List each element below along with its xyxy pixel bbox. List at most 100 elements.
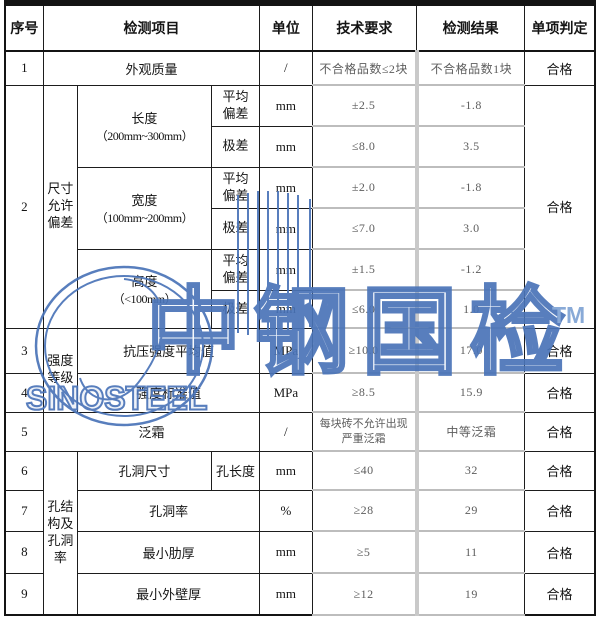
req-cell: ≥8.5 bbox=[311, 372, 419, 413]
item-strength-standard: 强度标准值 bbox=[76, 372, 261, 413]
header-no: 序号 bbox=[4, 2, 44, 52]
table-row: 3 强度等级 抗压强度平均值 MPa ≥10.0 17.0 合格 bbox=[4, 327, 596, 413]
req-cell: ≤6.0 bbox=[311, 289, 419, 329]
item-height: 高度 （<100mm） bbox=[76, 248, 212, 329]
unit-cell: mm bbox=[259, 125, 313, 168]
judge-cell: 合格 bbox=[523, 530, 596, 574]
row-no: 8 bbox=[4, 530, 44, 574]
table-row: 宽度 （100mm~200mm） 平均偏差 mm ±2.0 -1.8 bbox=[5, 166, 595, 250]
judge-cell: 合格 bbox=[523, 411, 596, 452]
sub-cell: 平均偏差 bbox=[210, 248, 261, 291]
item-width-range: （100mm~200mm） bbox=[95, 211, 194, 225]
judge-cell: 合格 bbox=[523, 489, 596, 532]
unit-cell: mm bbox=[259, 207, 313, 250]
unit-cell: mm bbox=[259, 530, 313, 574]
req-cell: ≤8.0 bbox=[311, 125, 419, 168]
unit-cell: mm bbox=[259, 166, 313, 209]
row-no: 7 bbox=[4, 489, 44, 532]
result-cell: 19 bbox=[414, 572, 525, 616]
item-hole-size: 孔洞尺寸 bbox=[76, 450, 212, 491]
judge-cell: 合格 bbox=[523, 572, 596, 616]
item-width-label: 宽度 bbox=[131, 193, 158, 208]
item-length-label: 长度 bbox=[131, 111, 158, 126]
sub-cell: 极差 bbox=[210, 207, 261, 250]
table-row: 极差 mm ≤7.0 3.0 bbox=[5, 207, 595, 250]
table-row: 8 最小肋厚 mm ≥5 11 合格 bbox=[4, 530, 596, 574]
result-cell: 29 bbox=[414, 489, 525, 532]
result-cell: 不合格品数1块 bbox=[414, 50, 525, 86]
item-min-outer-wall: 最小外壁厚 bbox=[76, 572, 261, 616]
table-row: 6 孔结构及孔洞率 孔洞尺寸 孔长度 mm ≤40 32 合格 bbox=[4, 450, 596, 616]
result-cell: 17.0 bbox=[414, 327, 525, 374]
judge-cell: 合格 bbox=[523, 84, 596, 329]
item-min-rib-thickness: 最小肋厚 bbox=[76, 530, 261, 574]
req-cell: ≥5 bbox=[311, 530, 419, 574]
header-result: 检测结果 bbox=[416, 2, 525, 52]
item-appearance: 外观质量 bbox=[42, 50, 261, 86]
unit-cell: mm bbox=[259, 289, 313, 329]
item-compressive-mean: 抗压强度平均值 bbox=[76, 327, 261, 374]
unit-cell: % bbox=[259, 489, 313, 532]
row-no: 2 bbox=[4, 84, 44, 329]
table-header-row: 序号 检测项目 单位 技术要求 检测结果 单项判定 bbox=[4, 2, 596, 52]
unit-cell: mm bbox=[259, 84, 313, 127]
table-row: 极差 mm ≤8.0 3.5 bbox=[5, 125, 595, 168]
result-cell: 1.0 bbox=[414, 289, 525, 329]
req-cell: ≥28 bbox=[311, 489, 419, 532]
group-dimension-deviation: 尺寸允许偏差 bbox=[42, 84, 78, 329]
table-row: 2 尺寸允许偏差 长度 （200mm~300mm） 平均偏差 mm ±2.5 -… bbox=[4, 84, 596, 329]
row-no: 3 bbox=[4, 327, 44, 374]
table-row: 7 孔洞率 % ≥28 29 合格 bbox=[4, 489, 596, 532]
judge-cell: 合格 bbox=[523, 450, 596, 491]
item-height-label: 高度 bbox=[131, 273, 158, 289]
unit-cell: MPa bbox=[259, 372, 313, 413]
unit-cell: mm bbox=[259, 248, 313, 291]
unit-cell: MPa bbox=[259, 327, 313, 374]
sub-cell: 平均偏差 bbox=[210, 166, 261, 209]
result-cell: -1.2 bbox=[414, 248, 525, 291]
sub-cell: 极差 bbox=[210, 289, 261, 329]
result-cell: 中等泛霜 bbox=[414, 411, 525, 452]
req-cell: ±2.5 bbox=[311, 84, 419, 127]
row-no: 9 bbox=[4, 572, 44, 616]
table-row: 9 最小外壁厚 mm ≥12 19 合格 bbox=[4, 572, 596, 616]
header-judge: 单项判定 bbox=[523, 2, 596, 52]
header-req: 技术要求 bbox=[311, 2, 418, 52]
header-item: 检测项目 bbox=[42, 2, 261, 52]
row-no: 6 bbox=[4, 450, 44, 491]
req-cell: ≤40 bbox=[311, 450, 419, 491]
req-cell: ≤7.0 bbox=[311, 207, 419, 250]
header-unit: 单位 bbox=[259, 2, 313, 52]
judge-cell: 合格 bbox=[523, 372, 596, 413]
item-height-range: （<100mm） bbox=[112, 291, 177, 306]
table-row: 高度 （<100mm） 平均偏差 mm ±1.5 -1.2 bbox=[5, 248, 595, 329]
result-cell: -1.8 bbox=[414, 166, 525, 209]
row-no: 4 bbox=[4, 372, 44, 413]
sub-cell: 极差 bbox=[210, 125, 261, 168]
req-cell: 每块砖不允许出现严重泛霜 bbox=[311, 411, 419, 452]
result-cell: 3.0 bbox=[414, 207, 525, 250]
item-hole-ratio: 孔洞率 bbox=[76, 489, 261, 532]
req-cell: 不合格品数≤2块 bbox=[311, 50, 419, 86]
result-cell: -1.8 bbox=[414, 84, 525, 127]
req-cell: ≥12 bbox=[311, 572, 419, 616]
item-width: 宽度 （100mm~200mm） bbox=[76, 166, 212, 250]
result-cell: 3.5 bbox=[414, 125, 525, 168]
req-cell: ±2.0 bbox=[311, 166, 419, 209]
result-cell: 32 bbox=[414, 450, 525, 491]
unit-cell: mm bbox=[259, 450, 313, 491]
unit-cell: mm bbox=[259, 572, 313, 616]
row-no: 5 bbox=[4, 411, 44, 452]
unit-cell: / bbox=[259, 411, 313, 452]
inspection-table: 序号 检测项目 单位 技术要求 检测结果 单项判定 1 外观质量 / 不合格品数… bbox=[4, 0, 596, 616]
req-cell: ≥10.0 bbox=[311, 327, 419, 374]
item-efflorescence: 泛霜 bbox=[42, 411, 261, 452]
table-row: 4 强度标准值 MPa ≥8.5 15.9 合格 bbox=[4, 372, 596, 413]
table-row: 1 外观质量 / 不合格品数≤2块 不合格品数1块 合格 bbox=[4, 50, 596, 86]
item-length: 长度 （200mm~300mm） bbox=[76, 84, 212, 168]
req-cell: ±1.5 bbox=[311, 248, 419, 291]
judge-cell: 合格 bbox=[523, 327, 596, 374]
item-length-range: （200mm~300mm） bbox=[95, 129, 194, 143]
result-cell: 11 bbox=[414, 530, 525, 574]
sub-cell: 平均偏差 bbox=[210, 84, 261, 127]
